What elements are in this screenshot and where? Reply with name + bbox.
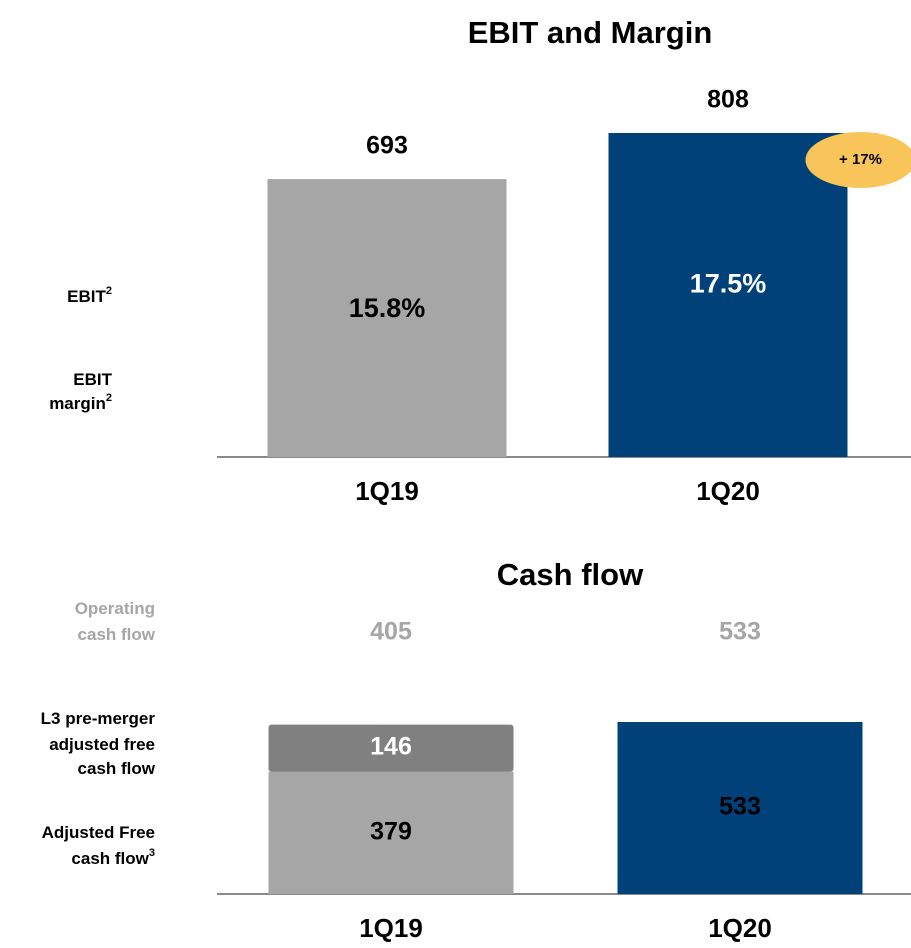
row-label-text: cash flow <box>78 625 156 644</box>
row-label-text: EBIT <box>67 287 106 306</box>
row-label: EBIT2 <box>67 285 112 307</box>
row-label: adjusted free <box>49 735 155 754</box>
superscript: 2 <box>106 285 112 297</box>
row-label-text: Adjusted Free <box>42 823 155 842</box>
row-label: EBIT <box>73 370 112 389</box>
annotation-bubble <box>805 132 911 188</box>
x-tick-label: 1Q19 <box>359 913 423 943</box>
row-label-text: margin <box>49 394 106 413</box>
superscript: 2 <box>106 392 112 404</box>
row-label: margin2 <box>49 392 112 414</box>
row-label-text: cash flow <box>78 759 156 778</box>
row-label-text: adjusted free <box>49 735 155 754</box>
row-label: cash flow <box>78 625 156 644</box>
row-label: Adjusted Free <box>42 823 155 842</box>
value-label: 379 <box>370 817 412 845</box>
chart-title: Cash flow <box>497 557 644 592</box>
value-label: 808 <box>707 86 749 114</box>
row-label-text: EBIT <box>73 370 112 389</box>
value-label: 533 <box>719 793 761 821</box>
bar-segment <box>268 724 514 772</box>
superscript: 3 <box>149 847 155 859</box>
chart-title: EBIT and Margin <box>468 15 713 50</box>
row-label-text: Operating <box>75 599 155 618</box>
operating-value: 533 <box>719 618 761 646</box>
value-label: 146 <box>370 733 412 761</box>
bar-segment <box>268 771 514 894</box>
row-label: cash flow3 <box>71 847 155 869</box>
annotation: + 17% <box>839 151 882 168</box>
row-label: Operating <box>75 599 155 618</box>
row-label: L3 pre-merger <box>41 709 156 728</box>
margin-label: 17.5% <box>690 268 767 298</box>
bar-segment <box>617 722 863 894</box>
x-tick-label: 1Q20 <box>708 913 772 943</box>
value-label: 693 <box>366 132 408 160</box>
bar <box>267 179 507 457</box>
bar <box>608 133 848 457</box>
row-label: cash flow <box>78 759 156 778</box>
row-label-text: L3 pre-merger <box>41 709 156 728</box>
x-tick-label: 1Q19 <box>355 476 419 506</box>
row-label-text: cash flow <box>71 849 149 868</box>
margin-label: 15.8% <box>349 293 426 323</box>
operating-value: 405 <box>370 618 412 646</box>
x-tick-label: 1Q20 <box>696 476 760 506</box>
